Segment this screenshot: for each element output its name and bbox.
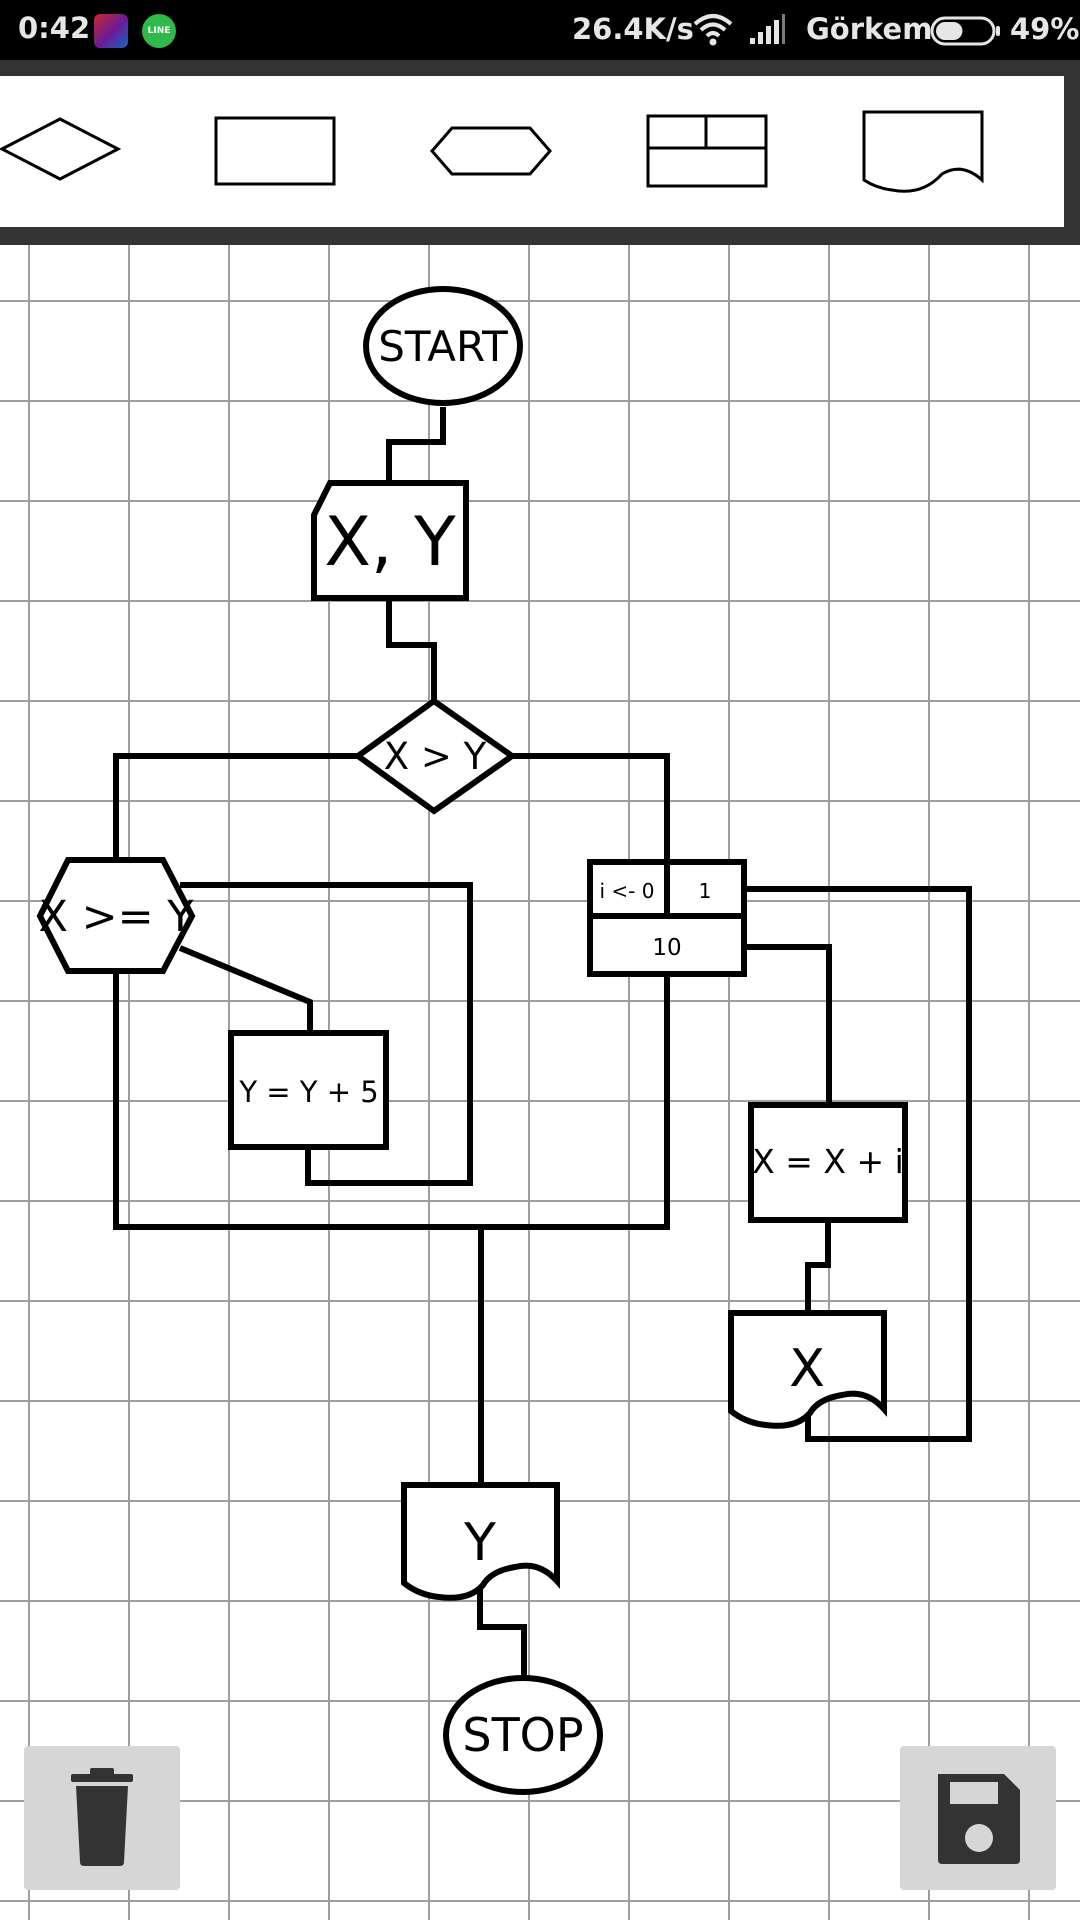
connector-hex-right — [180, 882, 473, 1186]
save-button[interactable] — [900, 1746, 1056, 1890]
connector-loop-body — [744, 944, 832, 1105]
loop-limit-label: 10 — [652, 935, 681, 961]
cell-signal-icon — [750, 14, 785, 44]
output-y-node[interactable]: Y — [401, 1482, 560, 1601]
shape-palette — [0, 76, 1064, 227]
loop-node[interactable]: i <- 0 1 10 — [587, 859, 747, 977]
loop-block-shape-icon[interactable] — [646, 114, 770, 188]
output-x-label: X — [789, 1339, 825, 1399]
connector-decision-right — [512, 753, 670, 862]
status-time: 0:42 — [18, 11, 91, 45]
connector-input-decision — [386, 598, 437, 701]
document-shape-icon[interactable] — [862, 110, 986, 196]
stop-label: STOP — [462, 1708, 583, 1762]
connector-start-input — [386, 407, 446, 483]
input-label: X, Y — [324, 503, 456, 582]
trash-icon — [71, 1768, 133, 1866]
line-app-icon: LINE — [142, 14, 176, 48]
battery-percent: 49% — [1010, 12, 1080, 46]
flowchart: START X, Y X > Y X >= Y Y = Y + 5 i <- 0… — [36, 286, 972, 1795]
shape-palette-frame — [0, 60, 1080, 245]
loop-step-label: 1 — [699, 879, 712, 903]
assign-x-label: X = X + i — [752, 1142, 904, 1181]
wifi-icon — [693, 14, 733, 46]
diamond-shape-icon[interactable] — [0, 116, 122, 182]
start-label: START — [378, 322, 508, 371]
connector-hex-assign — [178, 945, 313, 1033]
condition-node[interactable]: X >= Y — [36, 857, 196, 974]
stop-node[interactable]: STOP — [443, 1675, 603, 1795]
battery-icon — [930, 16, 1000, 46]
assign-y-label: Y = Y + 5 — [238, 1075, 378, 1109]
connector-output-stop — [477, 1589, 527, 1680]
flowchart-canvas[interactable]: START X, Y X > Y X >= Y Y = Y + 5 i <- 0… — [0, 245, 1080, 1920]
carrier-name: Görkem — [806, 12, 933, 46]
floppy-disk-icon — [938, 1774, 1020, 1864]
condition-label: X >= Y — [38, 892, 194, 942]
connector-assign-output — [805, 1220, 831, 1313]
hexagon-shape-icon[interactable] — [430, 126, 554, 176]
output-x-node[interactable]: X — [728, 1310, 887, 1429]
connector-hex-down — [113, 971, 670, 1230]
status-bar: 0:42 LINE 26.4K/s Görkem 49% — [0, 0, 1080, 60]
delete-button[interactable] — [24, 1746, 180, 1890]
assign-x-node[interactable]: X = X + i — [748, 1102, 908, 1223]
rectangle-shape-icon[interactable] — [214, 116, 338, 186]
game-app-icon — [94, 14, 128, 48]
network-speed: 26.4K/s — [572, 12, 694, 46]
connector-loop-back — [744, 886, 972, 1442]
connector-decision-left — [113, 753, 358, 860]
decision-label: X > Y — [384, 735, 487, 778]
loop-init-label: i <- 0 — [600, 879, 655, 903]
input-node[interactable]: X, Y — [311, 480, 469, 601]
assign-y-node[interactable]: Y = Y + 5 — [228, 1030, 389, 1150]
start-node[interactable]: START — [363, 286, 523, 406]
output-y-label: Y — [463, 1513, 496, 1573]
decision-node[interactable]: X > Y — [352, 697, 518, 815]
